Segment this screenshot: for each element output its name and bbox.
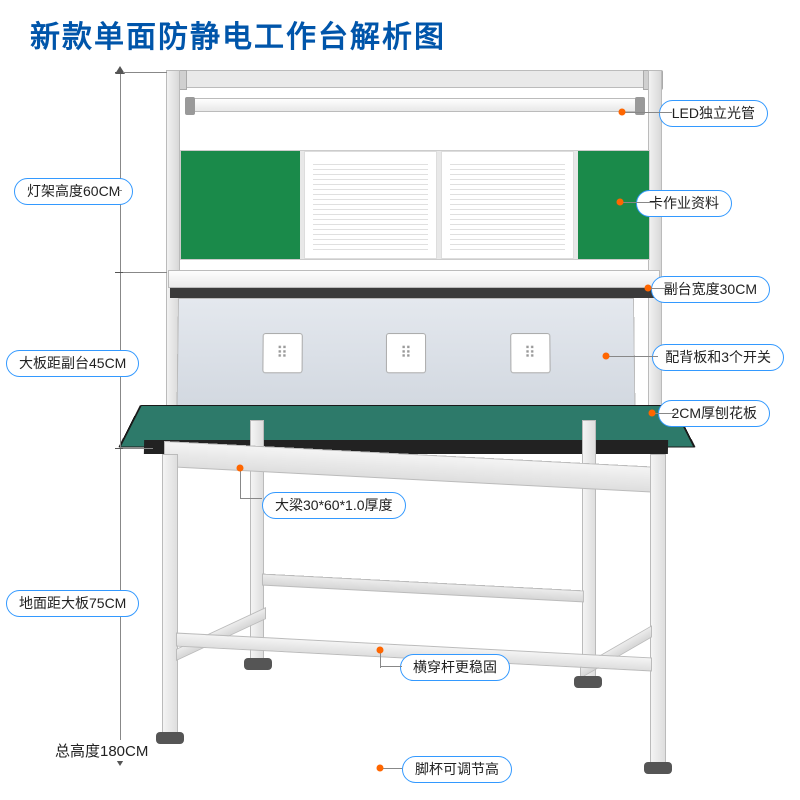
dot-foot bbox=[377, 765, 384, 772]
led-tube bbox=[190, 98, 640, 112]
leader-card bbox=[620, 202, 656, 203]
top-frame bbox=[170, 70, 660, 88]
dot-beam bbox=[237, 465, 244, 472]
outlet-2 bbox=[386, 333, 426, 373]
label-crossbar: 横穿杆更稳固 bbox=[400, 654, 510, 681]
card-shelf bbox=[180, 150, 650, 260]
tie-main bbox=[123, 448, 153, 449]
dot-thick bbox=[649, 410, 656, 417]
dot-sub bbox=[645, 285, 652, 292]
foot-back-right bbox=[574, 676, 602, 688]
leg-front-left bbox=[162, 454, 178, 734]
label-gap-sub: 大板距副台45CM bbox=[6, 350, 139, 377]
label-floor-top: 地面距大板75CM bbox=[6, 590, 139, 617]
leader-thick bbox=[652, 413, 678, 414]
leader-beam-h bbox=[240, 498, 262, 499]
card-panel-green bbox=[181, 151, 300, 259]
label-backpanel: 配背板和3个开关 bbox=[652, 344, 784, 371]
label-led: LED独立光管 bbox=[659, 100, 768, 127]
leader-light-height bbox=[118, 190, 122, 191]
label-card: 卡作业资料 bbox=[636, 190, 732, 217]
foot-front-right bbox=[644, 762, 672, 774]
card-doc-2 bbox=[441, 151, 574, 259]
label-sub-width: 副台宽度30CM bbox=[651, 276, 770, 303]
card-doc-1 bbox=[304, 151, 437, 259]
sub-shelf bbox=[168, 270, 660, 288]
leader-led bbox=[622, 112, 672, 113]
label-foot-cup: 脚杯可调节高 bbox=[402, 756, 512, 783]
foot-front-left bbox=[156, 732, 184, 744]
leg-front-right bbox=[650, 454, 666, 764]
sub-shelf-lip bbox=[170, 288, 658, 298]
dot-card bbox=[617, 199, 624, 206]
leader-backpanel bbox=[606, 356, 658, 357]
leader-crossbar-h bbox=[380, 666, 402, 667]
leader-beam bbox=[240, 468, 241, 498]
label-total-height: 总高度180CM bbox=[55, 740, 148, 761]
back-panel bbox=[177, 298, 636, 409]
dot-led bbox=[619, 109, 626, 116]
dot-backpanel bbox=[603, 353, 610, 360]
crossbar-back bbox=[262, 574, 584, 603]
leader-sub bbox=[648, 288, 678, 289]
tie-sub bbox=[123, 272, 167, 273]
dot-crossbar bbox=[377, 647, 384, 654]
dim-axis bbox=[120, 72, 121, 762]
leg-back-right bbox=[582, 420, 596, 678]
foot-back-left bbox=[244, 658, 272, 670]
upright-right bbox=[648, 70, 662, 440]
outlet-1 bbox=[262, 333, 302, 373]
tie-top bbox=[123, 72, 167, 73]
label-light-height: 灯架高度60CM bbox=[14, 178, 133, 205]
outlet-3 bbox=[510, 333, 550, 373]
label-beam: 大梁30*60*1.0厚度 bbox=[262, 492, 406, 519]
diagram-title: 新款单面防静电工作台解析图 bbox=[30, 12, 446, 56]
